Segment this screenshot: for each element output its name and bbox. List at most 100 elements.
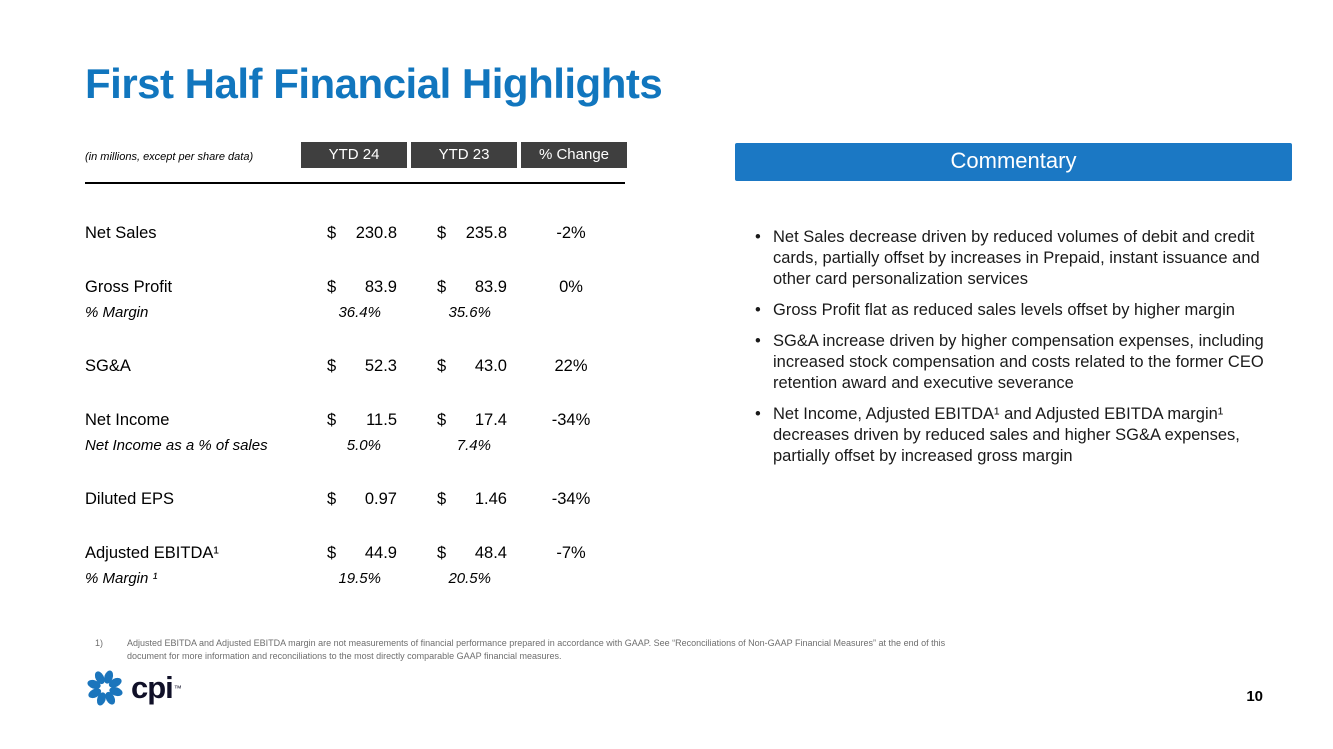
- row-change: -34%: [551, 411, 591, 429]
- trademark-symbol: ™: [173, 683, 182, 693]
- cpi-pinwheel-icon: [87, 670, 123, 706]
- table-row: Gross Profit $83.9 $83.9 0%: [85, 274, 629, 300]
- row-label: Gross Profit: [85, 278, 173, 296]
- bullet-text: Net Sales decrease driven by reduced vol…: [773, 228, 1260, 288]
- row-value-ytd24: $230.8: [301, 220, 407, 246]
- bullet-icon: •: [755, 301, 761, 319]
- subrow-label: % Margin: [85, 304, 149, 321]
- bullet-text: Gross Profit flat as reduced sales level…: [773, 301, 1235, 319]
- subrow-value-ytd23: 35.6%: [448, 304, 491, 321]
- table-row-group: SG&A $52.3 $43.0 22%: [85, 353, 629, 379]
- row-label: SG&A: [85, 357, 131, 375]
- value: 44.9: [364, 544, 397, 562]
- row-change: -2%: [556, 224, 586, 242]
- value: 11.5: [366, 411, 397, 429]
- table-subrow: Net Income as a % of sales 5.0% 7.4%: [85, 433, 629, 458]
- value: 235.8: [465, 224, 507, 242]
- footnote-marker: 1): [95, 638, 104, 648]
- financial-table: (in millions, except per share data) YTD…: [85, 142, 629, 619]
- table-row: SG&A $52.3 $43.0 22%: [85, 353, 629, 379]
- dollar-sign: $: [327, 544, 337, 562]
- row-label: Net Sales: [85, 224, 157, 242]
- table-row-group: Diluted EPS $0.97 $1.46 -34%: [85, 486, 629, 512]
- row-change: -7%: [556, 544, 586, 562]
- commentary-bullet-list: • Net Sales decrease driven by reduced v…: [735, 227, 1270, 467]
- dollar-sign: $: [437, 411, 447, 429]
- value: 1.46: [474, 490, 507, 508]
- table-row-group: Net Income $11.5 $17.4 -34% Net Income a…: [85, 407, 629, 458]
- subrow-value-ytd24: 36.4%: [338, 304, 381, 321]
- subrow-value-ytd24: 5.0%: [346, 437, 381, 454]
- bullet-icon: •: [755, 228, 761, 246]
- row-value-ytd24: $44.9: [301, 540, 407, 566]
- table-row-group: Net Sales $230.8 $235.8 -2%: [85, 220, 629, 246]
- value: 48.4: [474, 544, 507, 562]
- row-change: 0%: [559, 278, 583, 296]
- header-divider: [85, 182, 625, 184]
- row-value-ytd24: $83.9: [301, 274, 407, 300]
- row-label: Adjusted EBITDA¹: [85, 544, 219, 562]
- table-row: Diluted EPS $0.97 $1.46 -34%: [85, 486, 629, 512]
- table-row: Net Income $11.5 $17.4 -34%: [85, 407, 629, 433]
- subrow-value-ytd23: 20.5%: [448, 570, 491, 587]
- dollar-sign: $: [437, 278, 447, 296]
- value: 17.4: [474, 411, 507, 429]
- row-value-ytd23: $48.4: [411, 540, 517, 566]
- row-label: Net Income: [85, 411, 170, 429]
- bullet-text: SG&A increase driven by higher compensat…: [773, 332, 1264, 392]
- row-value-ytd24: $11.5: [301, 407, 407, 433]
- footnote: 1) Adjusted EBITDA and Adjusted EBITDA m…: [95, 637, 975, 662]
- row-value-ytd23: $235.8: [411, 220, 517, 246]
- column-header-change: % Change: [521, 142, 627, 168]
- list-item: • Net Income, Adjusted EBITDA¹ and Adjus…: [755, 404, 1270, 467]
- table-header-row: (in millions, except per share data) YTD…: [85, 142, 629, 168]
- dollar-sign: $: [327, 490, 337, 508]
- column-header-ytd24: YTD 24: [301, 142, 407, 168]
- row-value-ytd24: $0.97: [301, 486, 407, 512]
- value: 83.9: [474, 278, 507, 296]
- table-row-group: Gross Profit $83.9 $83.9 0% % Margin 36.…: [85, 274, 629, 325]
- value: 83.9: [364, 278, 397, 296]
- bullet-icon: •: [755, 405, 761, 423]
- dollar-sign: $: [327, 411, 337, 429]
- row-label: Diluted EPS: [85, 490, 174, 508]
- value: 230.8: [355, 224, 397, 242]
- dollar-sign: $: [327, 224, 337, 242]
- value: 52.3: [364, 357, 397, 375]
- row-value-ytd24: $52.3: [301, 353, 407, 379]
- list-item: • Gross Profit flat as reduced sales lev…: [755, 300, 1270, 321]
- dollar-sign: $: [327, 278, 337, 296]
- list-item: • SG&A increase driven by higher compens…: [755, 331, 1270, 394]
- bullet-icon: •: [755, 332, 761, 350]
- row-change: 22%: [554, 357, 588, 375]
- table-row-group: Adjusted EBITDA¹ $44.9 $48.4 -7% % Margi…: [85, 540, 629, 591]
- row-value-ytd23: $1.46: [411, 486, 517, 512]
- value: 0.97: [364, 490, 397, 508]
- row-value-ytd23: $83.9: [411, 274, 517, 300]
- table-units-note: (in millions, except per share data): [85, 151, 254, 163]
- table-row: Adjusted EBITDA¹ $44.9 $48.4 -7%: [85, 540, 629, 566]
- dollar-sign: $: [437, 544, 447, 562]
- cpi-logo: cpi ™: [85, 668, 182, 708]
- commentary-header: Commentary: [735, 143, 1292, 181]
- subrow-label: Net Income as a % of sales: [85, 437, 268, 454]
- subrow-value-ytd23: 7.4%: [456, 437, 491, 454]
- row-value-ytd23: $43.0: [411, 353, 517, 379]
- column-header-ytd23: YTD 23: [411, 142, 517, 168]
- row-value-ytd23: $17.4: [411, 407, 517, 433]
- bullet-text: Net Income, Adjusted EBITDA¹ and Adjuste…: [773, 405, 1240, 465]
- dollar-sign: $: [327, 357, 337, 375]
- row-change: -34%: [551, 490, 591, 508]
- page-number: 10: [1246, 688, 1263, 705]
- commentary-panel: Commentary • Net Sales decrease driven b…: [735, 143, 1292, 477]
- subrow-label: % Margin ¹: [85, 570, 158, 587]
- table-subrow: % Margin 36.4% 35.6%: [85, 300, 629, 325]
- dollar-sign: $: [437, 224, 447, 242]
- page-title: First Half Financial Highlights: [85, 60, 663, 107]
- dollar-sign: $: [437, 357, 447, 375]
- table-row: Net Sales $230.8 $235.8 -2%: [85, 220, 629, 246]
- value: 43.0: [474, 357, 507, 375]
- cpi-logo-text: cpi: [131, 670, 174, 705]
- table-subrow: % Margin ¹ 19.5% 20.5%: [85, 566, 629, 591]
